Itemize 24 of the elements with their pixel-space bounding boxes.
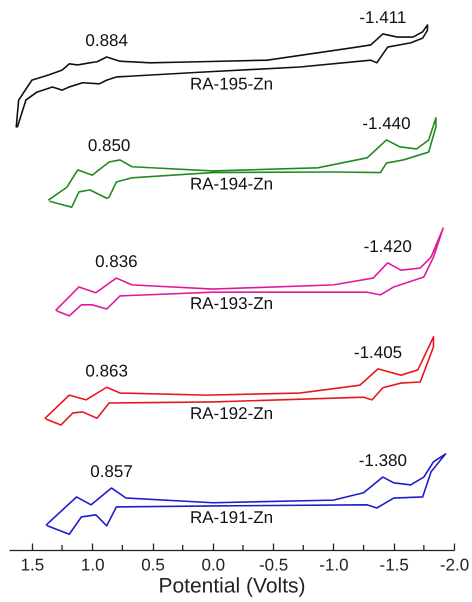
- annotation: 0.836: [95, 252, 138, 272]
- x-tick-label: -2.0: [440, 556, 470, 574]
- annotation: 0.884: [85, 31, 128, 50]
- x-tick-label: 0.0: [201, 556, 226, 574]
- annotation: 0.857: [90, 462, 133, 482]
- series-label: RA-191-Zn: [190, 508, 274, 527]
- x-tick-label: 0.5: [141, 556, 165, 574]
- series-label: RA-192-Zn: [190, 404, 274, 423]
- series-label: RA-193-Zn: [190, 294, 274, 314]
- annotation: -1.405: [354, 342, 402, 362]
- annotation: -1.411: [359, 8, 406, 27]
- annotation: -1.380: [358, 451, 407, 470]
- series-label: RA-194-Zn: [190, 174, 274, 194]
- annotation: -1.420: [364, 236, 412, 256]
- series-label: RA-195-Zn: [190, 74, 274, 94]
- annotation: 0.850: [88, 136, 130, 156]
- annotation: -1.440: [362, 114, 411, 133]
- x-tick-label: -0.5: [258, 556, 288, 574]
- annotation: 0.863: [85, 361, 128, 380]
- x-tick-label: 1.0: [80, 556, 105, 574]
- x-tick-label: -1.5: [380, 556, 409, 574]
- x-tick-label: -1.0: [319, 556, 349, 574]
- x-tick-label: 1.5: [20, 556, 44, 574]
- x-axis-title: Potential (Volts): [158, 574, 306, 598]
